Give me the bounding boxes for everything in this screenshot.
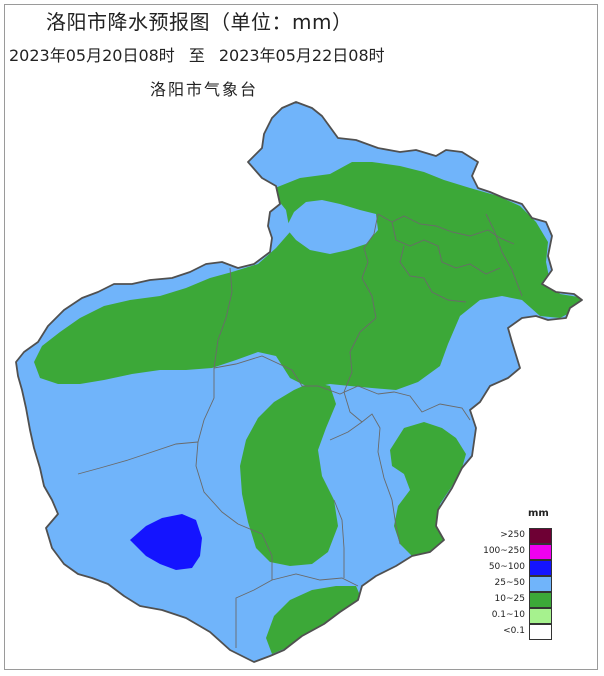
legend-label: >250 xyxy=(500,530,525,540)
publisher-label: 洛阳市气象台 xyxy=(150,80,259,99)
legend-label: 50~100 xyxy=(488,562,525,572)
legend-item: 50~100 xyxy=(468,560,558,576)
legend-swatch xyxy=(529,560,552,576)
rain-zone-50-100 xyxy=(130,514,202,570)
period-start: 2023年05月20日08时 xyxy=(9,46,175,65)
rain-zone-10-25-central xyxy=(240,382,338,566)
rain-zone-10-25-east xyxy=(390,422,466,556)
city-boundary xyxy=(15,101,583,663)
legend-swatch xyxy=(529,544,552,560)
rain-zone-10-25-north xyxy=(34,162,582,390)
legend-item: <0.1 xyxy=(468,624,558,640)
legend-label: 0.1~10 xyxy=(491,610,525,620)
legend-label: 10~25 xyxy=(494,594,525,604)
legend-swatch xyxy=(529,576,552,592)
legend-item: 25~50 xyxy=(468,576,558,592)
legend-swatch xyxy=(529,624,552,640)
legend-item: >250 xyxy=(468,528,558,544)
period-connector: 至 xyxy=(188,46,205,65)
legend-swatch xyxy=(529,608,552,624)
rain-zone-25-50-north-lobe xyxy=(286,200,378,254)
legend-swatch xyxy=(529,592,552,608)
legend-item: 10~25 xyxy=(468,592,558,608)
legend-label: <0.1 xyxy=(503,626,525,636)
county-boundaries xyxy=(77,213,523,648)
legend-label: 100~250 xyxy=(483,546,525,556)
legend-item: 0.1~10 xyxy=(468,608,558,624)
legend-item: 100~250 xyxy=(468,544,558,560)
legend-unit: mm xyxy=(528,508,549,519)
map-title: 洛阳市降水预报图（单位：mm） xyxy=(46,10,353,34)
rain-zone-10-25-south xyxy=(266,586,362,654)
legend-label: 25~50 xyxy=(494,578,525,588)
legend-swatch xyxy=(529,528,552,544)
period-end: 2023年05月22日08时 xyxy=(218,46,385,65)
forecast-period: 2023年05月20日08时至 2023年05月22日08时 xyxy=(9,42,385,66)
